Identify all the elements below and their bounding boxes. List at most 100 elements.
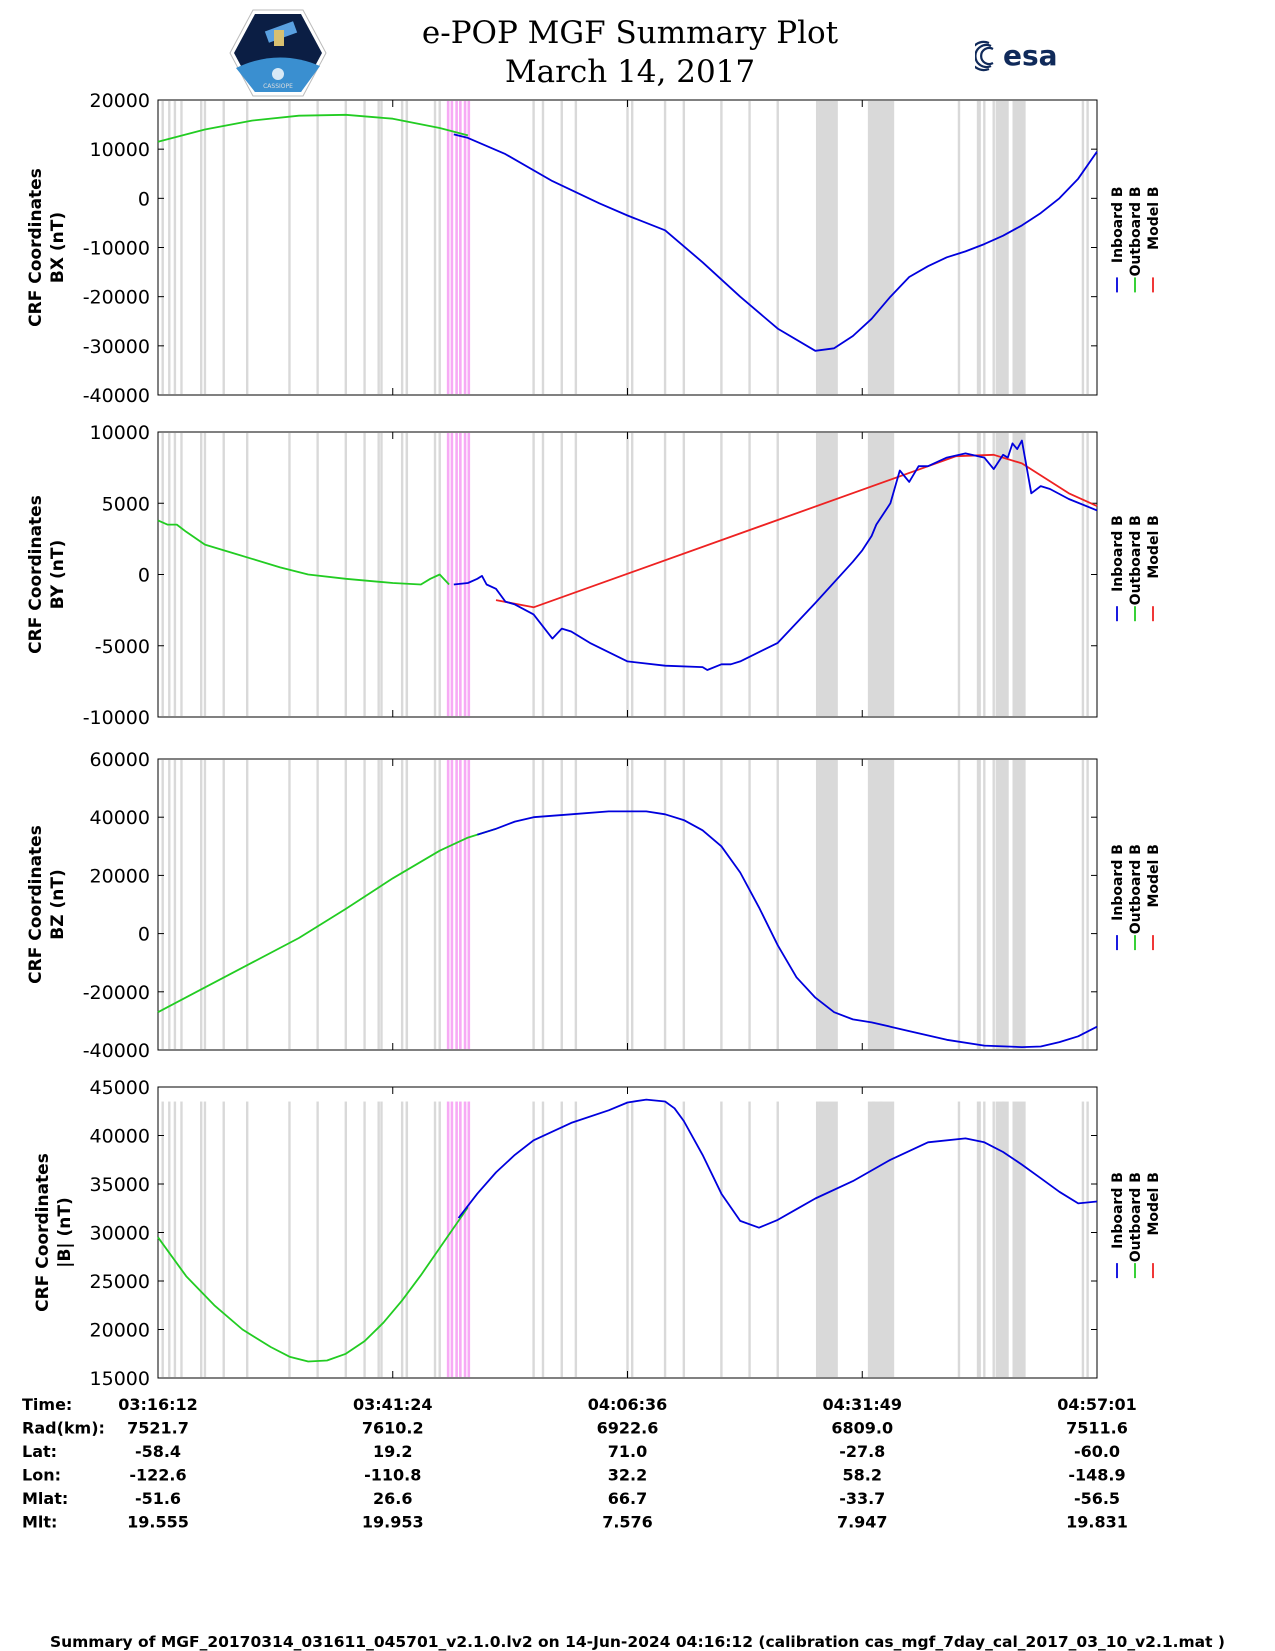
pink-marker: [450, 101, 454, 394]
pink-marker: [450, 760, 454, 1049]
orbit-value: 6809.0: [831, 1419, 893, 1438]
y-axis-label-line: BX (nT): [48, 212, 68, 283]
data-gap-marker: [222, 760, 225, 1049]
orbit-value: 26.6: [373, 1489, 412, 1508]
data-gap-marker: [173, 433, 177, 716]
data-gap-marker: [199, 101, 203, 394]
orbit-value: -60.0: [1074, 1442, 1120, 1461]
orbit-row-label: Time:: [22, 1395, 72, 1414]
outboard-b-line: [157, 113, 469, 143]
data-gap-marker: [720, 1101, 723, 1377]
orbit-value: -27.8: [839, 1442, 885, 1461]
orbit-value: 19.2: [373, 1442, 412, 1461]
data-gap-marker: [574, 433, 578, 716]
esa-logo-text: esa: [1003, 39, 1058, 72]
outboard-b-line: [157, 827, 497, 1013]
data-gap-marker: [720, 101, 723, 394]
orbit-value: 19.555: [127, 1513, 189, 1532]
data-gap-marker: [380, 101, 383, 394]
legend-label: Inboard B: [1110, 515, 1126, 592]
y-tick-label: 10000: [90, 139, 150, 161]
data-gap-marker: [363, 101, 366, 394]
pink-marker: [467, 760, 471, 1049]
data-gap-marker: [663, 433, 667, 716]
data-gap-marker: [1081, 433, 1085, 716]
y-axis-label-line: |B| (nT): [55, 1197, 75, 1268]
data-gap-marker: [574, 101, 578, 394]
data-gap-marker: [400, 101, 404, 394]
data-gap-marker: [405, 101, 409, 394]
data-gap-marker: [288, 760, 291, 1049]
data-gap-marker: [288, 101, 291, 394]
panel-1: 20000 10000 0 -10000 -20000 -30000 -40000 CRF C…: [26, 90, 1162, 407]
data-gap-marker: [957, 760, 961, 1049]
inboard-b-line: [453, 133, 1098, 352]
legend-label: Outboard B: [1128, 186, 1144, 276]
data-gap-marker: [560, 1101, 563, 1377]
data-gap-marker: [380, 1101, 383, 1377]
data-gap-marker: [1086, 433, 1089, 716]
data-gap-marker: [1081, 101, 1085, 394]
data-gap-marker: [626, 101, 629, 394]
inboard-b-line: [477, 810, 1098, 1048]
data-gap-marker: [663, 1101, 667, 1377]
data-gap-marker: [377, 760, 380, 1049]
y-tick-label: 20000: [90, 865, 150, 887]
data-gap-marker: [983, 101, 986, 394]
orbit-value: 7511.6: [1066, 1419, 1128, 1438]
time-tick-label: 04:06:36: [588, 1395, 668, 1414]
data-gap-marker: [405, 1101, 409, 1377]
panel-2: 10000 5000 0 -5000 -10000 CRF Coordinates BY (…: [26, 422, 1162, 729]
data-gap-marker: [363, 433, 366, 716]
data-gap-marker: [288, 1101, 291, 1377]
data-gap-band: [1012, 760, 1026, 1049]
data-gap-marker: [203, 760, 207, 1049]
panel-4: 45000 40000 35000 30000 25000 20000 15000 CRF C…: [33, 1077, 1162, 1390]
data-gap-marker: [168, 101, 171, 394]
data-gap-band: [976, 101, 981, 394]
data-gap-band: [867, 1101, 895, 1377]
y-axis-label: CRF Coordinates BY (nT): [26, 495, 68, 654]
data-gap-marker: [957, 101, 961, 394]
data-gap-marker: [405, 433, 409, 716]
legend: Inboard B Outboard B Model B: [1110, 1172, 1162, 1279]
legend-label: Outboard B: [1128, 844, 1144, 934]
outboard-b-line: [157, 519, 450, 586]
data-gap-marker: [682, 101, 686, 394]
legend-label: Model B: [1146, 186, 1162, 249]
plot-title: e-POP MGF Summary Plot March 14, 2017: [380, 14, 880, 92]
data-gap-marker: [532, 1101, 535, 1377]
data-gap-marker: [992, 101, 995, 394]
data-gap-marker: [400, 760, 404, 1049]
cassiope-mission-logo: CASSIOPE: [229, 9, 327, 97]
pink-marker: [463, 760, 467, 1049]
data-gap-marker: [180, 101, 183, 394]
data-gap-band: [818, 1101, 838, 1377]
data-gap-marker: [1081, 760, 1085, 1049]
data-gap-marker: [532, 760, 535, 1049]
data-gap-marker: [630, 101, 634, 394]
data-gap-marker: [199, 760, 203, 1049]
data-gap-marker: [815, 1101, 819, 1377]
y-tick-label: -40000: [83, 385, 150, 407]
orbit-value: 7610.2: [362, 1419, 424, 1438]
data-gap-marker: [377, 101, 380, 394]
y-tick-label: 40000: [90, 1126, 150, 1148]
data-gap-marker: [316, 433, 319, 716]
data-gap-marker: [663, 760, 667, 1049]
data-gap-marker: [630, 433, 634, 716]
pink-marker: [446, 760, 450, 1049]
data-gap-marker: [1086, 760, 1089, 1049]
pink-marker: [463, 433, 467, 716]
y-tick-label: 60000: [90, 749, 150, 771]
pink-marker: [455, 101, 458, 394]
data-gap-marker: [992, 1101, 995, 1377]
legend: Inboard B Outboard B Model B: [1110, 844, 1162, 951]
y-axis-label-line: CRF Coordinates: [26, 168, 46, 327]
data-gap-marker: [682, 1101, 686, 1377]
orbit-value: 58.2: [843, 1466, 882, 1485]
data-gap-marker: [983, 433, 986, 716]
orbit-value: 71.0: [608, 1442, 647, 1461]
y-tick-label: 20000: [90, 90, 150, 112]
